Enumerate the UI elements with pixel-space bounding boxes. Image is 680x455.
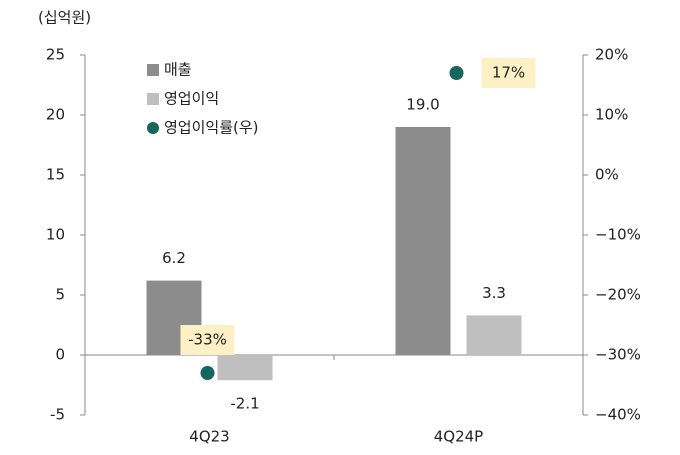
unit-label: (십억원)	[38, 9, 91, 27]
y2-tick-label: −10%	[595, 226, 641, 244]
data-label: 6.2	[162, 249, 186, 267]
y-tick-label: 20	[46, 106, 65, 124]
legend-marker	[147, 64, 159, 76]
data-label: -33%	[188, 331, 227, 349]
data-label: 3.3	[482, 284, 506, 302]
data-label: 17%	[492, 64, 525, 82]
y2-tick-label: 20%	[595, 46, 628, 64]
y-tick-label: 5	[55, 286, 65, 304]
y-tick-label: 25	[46, 46, 65, 64]
dot	[200, 366, 215, 380]
legend-label: 영업이익	[164, 90, 219, 108]
data-label: -2.1	[230, 395, 259, 413]
dot	[449, 66, 464, 80]
y2-tick-label: 0%	[595, 166, 619, 184]
x-tick-label: 4Q24P	[434, 428, 483, 446]
y2-tick-label: −20%	[595, 286, 641, 304]
legend-marker	[147, 93, 159, 105]
y-tick-label: 10	[46, 226, 65, 244]
legend-label: 영업이익률(우)	[164, 119, 259, 137]
bar	[217, 355, 273, 381]
label-box	[481, 58, 536, 88]
legend-marker	[147, 122, 159, 134]
bar	[466, 315, 522, 355]
y2-tick-label: −40%	[595, 406, 641, 424]
legend-label: 매출	[164, 61, 192, 79]
x-tick-label: 4Q23	[189, 428, 229, 446]
y-tick-label: 15	[46, 166, 65, 184]
y2-tick-label: −30%	[595, 346, 641, 364]
bar	[395, 127, 451, 355]
y-tick-label: 0	[55, 346, 65, 364]
label-box	[180, 325, 235, 355]
data-label: 19.0	[406, 96, 439, 114]
y2-tick-label: 10%	[595, 106, 628, 124]
y-tick-label: -5	[50, 406, 65, 424]
